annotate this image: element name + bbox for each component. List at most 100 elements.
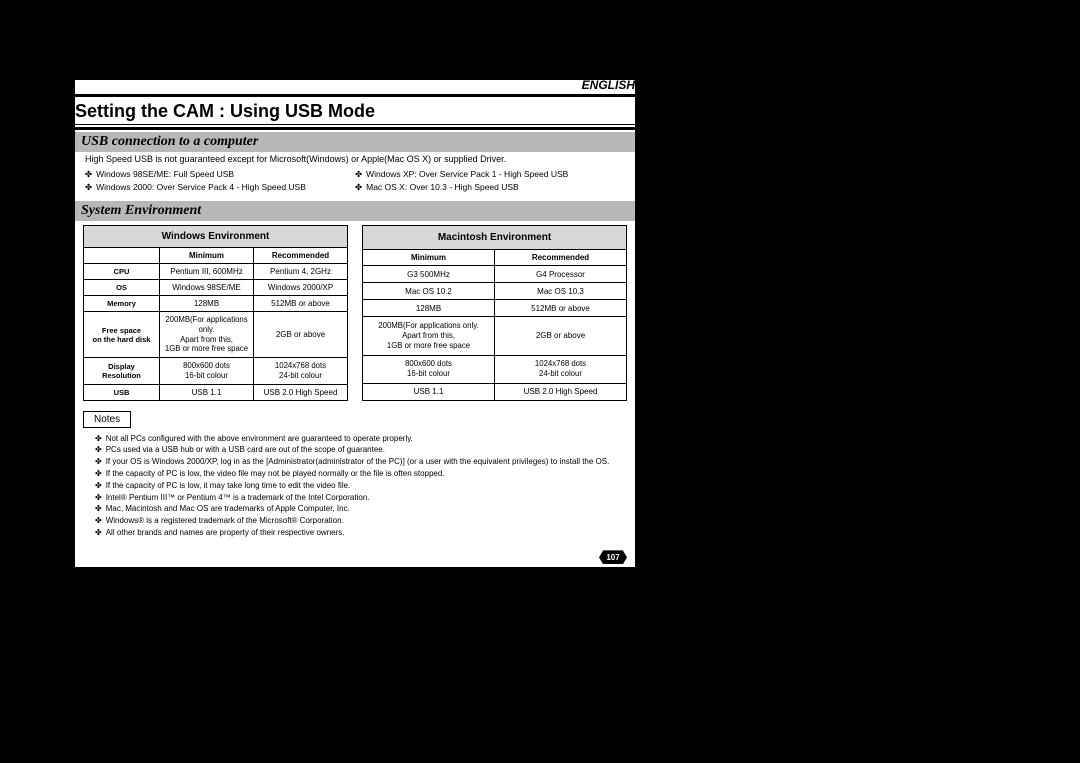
row-label: USB <box>84 384 160 400</box>
mac-title: Macintosh Environment <box>363 226 627 249</box>
diamond-icon: ✤ <box>85 182 92 192</box>
note-item: ✤ Windows® is a registered trademark of t… <box>95 516 625 527</box>
cell: Pentium 4, 2GHz <box>254 264 348 280</box>
cell: 800x600 dots16-bit colour <box>363 355 495 383</box>
usb-bullets-left: ✤Windows 98SE/ME: Full Speed USB ✤ Window… <box>85 169 355 195</box>
note-text: If your OS is Windows 2000/XP, log in as… <box>106 457 610 466</box>
cell: 1024x768 dots24-bit colour <box>254 358 348 384</box>
table-row: 800x600 dots16-bit colour1024x768 dots24… <box>363 355 627 383</box>
cell: Pentium III, 600MHz <box>160 264 254 280</box>
note-text: Windows® is a registered trademark of th… <box>106 516 344 525</box>
row-label: Display Resolution <box>84 358 160 384</box>
diamond-icon: ✤ <box>95 504 102 513</box>
cell: USB 1.1 <box>363 383 495 400</box>
diamond-icon: ✤ <box>85 169 92 179</box>
diamond-icon: ✤ <box>95 457 102 466</box>
cell: 512MB or above <box>254 296 348 312</box>
table-row: Display Resolution800x600 dots16-bit col… <box>84 358 348 384</box>
row-label: Free spaceon the hard disk <box>84 312 160 358</box>
row-label: Memory <box>84 296 160 312</box>
table-row: Free spaceon the hard disk200MB(For appl… <box>84 312 348 358</box>
table-row: 128MB512MB or above <box>363 300 627 317</box>
rule-double <box>75 124 635 130</box>
note-text: PCs used via a USB hub or with a USB car… <box>106 445 385 454</box>
diamond-icon: ✤ <box>95 481 102 490</box>
note-item: ✤Mac, Macintosh and Mac OS are trademark… <box>95 504 625 515</box>
bullet-text: Mac OS X: Over 10.3 - High Speed USB <box>366 182 519 192</box>
section-usb-heading: USB connection to a computer <box>75 132 635 152</box>
table-row: CPUPentium III, 600MHzPentium 4, 2GHz <box>84 264 348 280</box>
bullet-item: ✤ Mac OS X: Over 10.3 - High Speed USB <box>355 182 625 193</box>
table-row: G3 500MHzG4 Processor <box>363 266 627 283</box>
note-item: ✤All other brands and names are property… <box>95 528 625 539</box>
note-text: Intel® Pentium III™ or Pentium 4™ is a t… <box>106 493 370 502</box>
bullet-text: Windows 2000: Over Service Pack 4 - High… <box>96 182 306 192</box>
page-number: 107 <box>599 550 627 564</box>
table-row: USBUSB 1.1USB 2.0 High Speed <box>84 384 348 400</box>
cell: 512MB or above <box>495 300 627 317</box>
windows-env-table: Windows Environment Minimum Recommended … <box>83 225 348 400</box>
cell: 128MB <box>363 300 495 317</box>
win-col-min: Minimum <box>160 248 254 264</box>
diamond-icon: ✤ <box>95 434 102 443</box>
diamond-icon: ✤ <box>355 182 362 192</box>
cell: USB 2.0 High Speed <box>254 384 348 400</box>
mac-col-min: Minimum <box>363 249 495 266</box>
table-row: Memory128MB512MB or above <box>84 296 348 312</box>
env-tables: Windows Environment Minimum Recommended … <box>83 225 627 400</box>
bullet-item: ✤ Windows XP: Over Service Pack 1 - High … <box>355 169 625 180</box>
cell: Mac OS 10.3 <box>495 283 627 300</box>
notes-label: Notes <box>83 411 131 428</box>
bullet-item: ✤ Windows 2000: Over Service Pack 4 - Hig… <box>85 182 355 193</box>
cell: 1024x768 dots24-bit colour <box>495 355 627 383</box>
note-text: Not all PCs configured with the above en… <box>106 434 413 443</box>
section-env-heading: System Environment <box>75 201 635 221</box>
cell: USB 2.0 High Speed <box>495 383 627 400</box>
cell: Windows 2000/XP <box>254 280 348 296</box>
note-text: If the capacity of PC is low, the video … <box>106 469 445 478</box>
row-label: CPU <box>84 264 160 280</box>
table-row: Mac OS 10.2Mac OS 10.3 <box>363 283 627 300</box>
diamond-icon: ✤ <box>95 469 102 478</box>
mac-env-table: Macintosh Environment Minimum Recommende… <box>362 225 627 400</box>
blank-head <box>84 248 160 264</box>
cell: Mac OS 10.2 <box>363 283 495 300</box>
cell: 128MB <box>160 296 254 312</box>
mac-col-rec: Recommended <box>495 249 627 266</box>
win-title: Windows Environment <box>84 226 348 248</box>
cell: G4 Processor <box>495 266 627 283</box>
cell: 200MB(For applications only.Apart from t… <box>363 317 495 355</box>
page-title: Setting the CAM : Using USB Mode <box>75 101 635 122</box>
cell: G3 500MHz <box>363 266 495 283</box>
rule-top <box>75 94 635 97</box>
notes-list: ✤ Not all PCs configured with the above e… <box>95 434 625 539</box>
usb-bullets-right: ✤ Windows XP: Over Service Pack 1 - High … <box>355 169 625 195</box>
cell: Windows 98SE/ME <box>160 280 254 296</box>
bullet-item: ✤Windows 98SE/ME: Full Speed USB <box>85 169 355 180</box>
note-item: ✤ If your OS is Windows 2000/XP, log in a… <box>95 457 625 468</box>
cell: 800x600 dots16-bit colour <box>160 358 254 384</box>
diamond-icon: ✤ <box>95 445 102 454</box>
table-row: USB 1.1USB 2.0 High Speed <box>363 383 627 400</box>
diamond-icon: ✤ <box>95 493 102 502</box>
note-item: ✤ Not all PCs configured with the above e… <box>95 434 625 445</box>
diamond-icon: ✤ <box>355 169 362 179</box>
note-text: All other brands and names are property … <box>106 528 345 537</box>
note-item: ✤ If the capacity of PC is low, the video… <box>95 469 625 480</box>
table-row: 200MB(For applications only.Apart from t… <box>363 317 627 355</box>
bullet-text: Windows XP: Over Service Pack 1 - High S… <box>366 169 568 179</box>
win-col-rec: Recommended <box>254 248 348 264</box>
usb-bullets: ✤Windows 98SE/ME: Full Speed USB ✤ Window… <box>85 169 625 195</box>
row-label: OS <box>84 280 160 296</box>
table-row: OSWindows 98SE/MEWindows 2000/XP <box>84 280 348 296</box>
note-item: ✤ Intel® Pentium III™ or Pentium 4™ is a … <box>95 493 625 504</box>
cell: 200MB(For applications only.Apart from t… <box>160 312 254 358</box>
manual-page: ENGLISH Setting the CAM : Using USB Mode… <box>75 80 635 567</box>
language-label: ENGLISH <box>582 78 635 92</box>
note-item: ✤If the capacity of PC is low, it may ta… <box>95 481 625 492</box>
diamond-icon: ✤ <box>95 516 102 525</box>
usb-intro: High Speed USB is not guaranteed except … <box>85 154 625 165</box>
cell: 2GB or above <box>495 317 627 355</box>
cell: 2GB or above <box>254 312 348 358</box>
note-item: ✤ PCs used via a USB hub or with a USB ca… <box>95 445 625 456</box>
